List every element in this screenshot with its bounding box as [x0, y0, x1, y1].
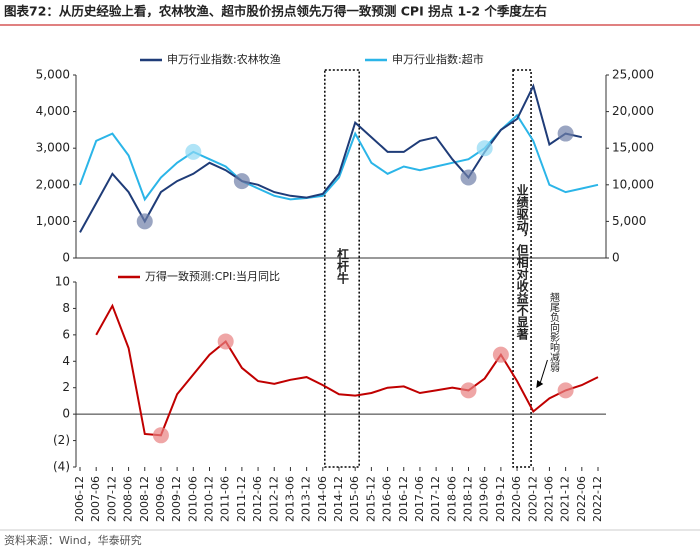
x-tick-label: 2014-06 — [316, 476, 329, 522]
y-tick-label: 8 — [62, 301, 70, 315]
x-tick-label: 2016-06 — [381, 476, 394, 522]
arrow-head — [536, 380, 544, 388]
legend-label: 万得一致预测:CPI:当月同比 — [145, 269, 280, 283]
x-tick-label: 2022-12 — [591, 476, 604, 522]
highlight-box — [324, 69, 360, 468]
turning-point — [492, 346, 509, 363]
x-tick-label: 2017-06 — [413, 476, 426, 522]
annotation: 翘尾负向影响减弱 — [547, 292, 559, 373]
x-tick-label: 2020-06 — [510, 476, 523, 522]
y-tick-label: (2) — [53, 433, 70, 447]
y-tick-label: 0 — [612, 251, 620, 265]
y-tick-label: 15,000 — [612, 141, 654, 155]
series-line — [95, 303, 599, 437]
y-tick-label: 0 — [62, 407, 70, 421]
x-tick-label: 2013-06 — [283, 476, 296, 522]
turning-point — [476, 140, 493, 157]
y-tick-label: 3,000 — [36, 141, 70, 155]
x-tick-label: 2009-06 — [154, 476, 167, 522]
x-tick-label: 2017-12 — [429, 476, 442, 522]
arrow — [538, 359, 548, 387]
x-tick-label: 2011-06 — [219, 476, 232, 522]
y-tick-label: (4) — [53, 460, 70, 474]
turning-point — [152, 427, 169, 444]
y-tick-label: 2,000 — [36, 177, 70, 191]
turning-point — [136, 213, 153, 230]
x-tick-label: 2011-12 — [235, 476, 248, 522]
x-tick-label: 2010-06 — [186, 476, 199, 522]
x-tick-label: 2018-12 — [462, 476, 475, 522]
x-tick-label: 2015-12 — [364, 476, 377, 522]
x-tick-label: 2012-12 — [267, 476, 280, 522]
x-tick-label: 2007-06 — [89, 476, 102, 522]
x-tick-label: 2019-12 — [494, 476, 507, 522]
series-line — [79, 113, 599, 202]
y-tick-label: 25,000 — [612, 68, 654, 82]
y-tick-label: 10 — [55, 275, 70, 289]
turning-point — [557, 125, 574, 142]
turning-point — [217, 333, 234, 350]
chart-title: 图表72：从历史经验上看，农林牧渔、超市股价拐点领先万得一致预测 CPI 拐点 … — [4, 4, 547, 19]
x-tick-label: 2006-12 — [73, 476, 86, 522]
annotation: 杠杆牛 — [336, 247, 350, 285]
x-tick-label: 2018-06 — [445, 476, 458, 522]
y-tick-label: 6 — [62, 327, 70, 341]
x-tick-label: 2012-06 — [251, 476, 264, 522]
x-tick-label: 2019-06 — [478, 476, 491, 522]
x-tick-label: 2021-12 — [559, 476, 572, 522]
y-tick-label: 1,000 — [36, 214, 70, 228]
series-line — [79, 83, 583, 233]
x-tick-label: 2008-06 — [122, 476, 135, 522]
annotation: 业绩驱动，但相对收益不显著 — [515, 183, 529, 341]
x-tick-label: 2021-06 — [542, 476, 555, 522]
y-tick-label: 20,000 — [612, 104, 654, 118]
x-tick-label: 2013-12 — [300, 476, 313, 522]
x-tick-label: 2010-12 — [203, 476, 216, 522]
x-tick-label: 2007-12 — [105, 476, 118, 522]
x-tick-label: 2009-12 — [170, 476, 183, 522]
turning-point — [460, 382, 477, 399]
turning-point — [557, 382, 574, 399]
legend-label: 申万行业指数:农林牧渔 — [167, 52, 281, 66]
legend-label: 申万行业指数:超市 — [392, 52, 484, 66]
y-tick-label: 5,000 — [612, 214, 646, 228]
y-tick-label: 2 — [62, 380, 70, 394]
y-tick-label: 0 — [62, 251, 70, 265]
x-tick-label: 2022-06 — [575, 476, 588, 522]
x-tick-label: 2015-06 — [348, 476, 361, 522]
x-tick-label: 2016-12 — [397, 476, 410, 522]
y-tick-label: 4 — [62, 354, 70, 368]
y-tick-label: 5,000 — [36, 68, 70, 82]
x-tick-label: 2008-12 — [138, 476, 151, 522]
turning-point — [185, 143, 202, 160]
highlight-box — [512, 69, 532, 468]
y-tick-label: 4,000 — [36, 104, 70, 118]
turning-point — [460, 169, 477, 186]
source: 资料来源：Wind，华泰研究 — [4, 533, 142, 547]
x-tick-label: 2014-12 — [332, 476, 345, 522]
turning-point — [233, 173, 250, 190]
y-tick-label: 10,000 — [612, 177, 654, 191]
x-tick-label: 2020-12 — [526, 476, 539, 522]
